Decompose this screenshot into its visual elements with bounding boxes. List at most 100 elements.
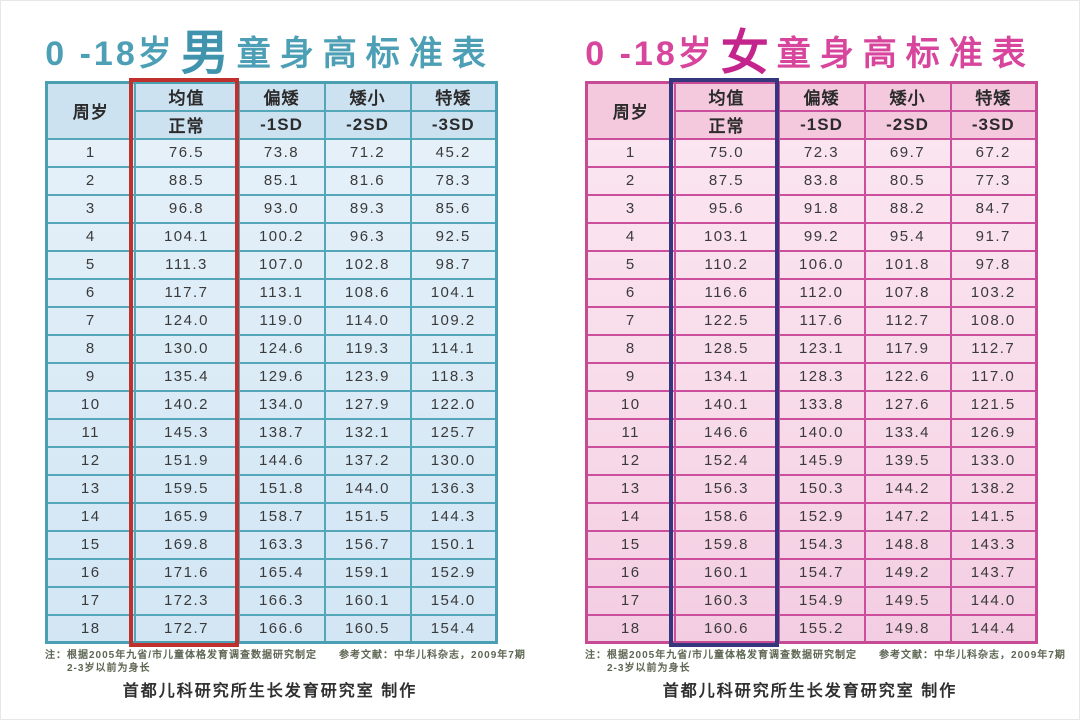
cell-minus1sd: 113.1 (237, 277, 326, 308)
cell-minus3sd: 97.8 (949, 249, 1038, 280)
header-sd3-sub: -3SD (409, 109, 498, 140)
cell-minus3sd: 67.2 (949, 137, 1038, 168)
cell-minus2sd: 156.7 (323, 529, 412, 560)
cell-minus1sd: 83.8 (777, 165, 866, 196)
cell-minus2sd: 88.2 (863, 193, 952, 224)
table-row: 10 140.2 134.0 127.9 122.0 (45, 389, 498, 420)
cell-minus3sd: 143.7 (949, 557, 1038, 588)
table-row: 18 172.7 166.6 160.5 154.4 (45, 613, 498, 644)
cell-minus1sd: 85.1 (237, 165, 326, 196)
cell-minus2sd: 127.9 (323, 389, 412, 420)
cell-mean: 135.4 (133, 361, 240, 392)
girls-height-table: 周岁 均值 偏矮 矮小 特矮 正常 -1SD -2SD -3SD (585, 81, 1038, 644)
cell-minus2sd: 119.3 (323, 333, 412, 364)
cell-mean: 158.6 (673, 501, 780, 532)
cell-minus2sd: 80.5 (863, 165, 952, 196)
cell-minus1sd: 140.0 (777, 417, 866, 448)
cell-minus1sd: 112.0 (777, 277, 866, 308)
cell-minus2sd: 159.1 (323, 557, 412, 588)
boys-credit: 首都儿科研究所生长发育研究室 制作 (122, 683, 418, 700)
table-row: 2 88.5 85.1 81.6 78.3 (45, 165, 498, 196)
cell-age: 12 (585, 445, 676, 476)
cell-minus2sd: 122.6 (863, 361, 952, 392)
table-row: 6 116.6 112.0 107.8 103.2 (585, 277, 1038, 308)
table-row: 12 151.9 144.6 137.2 130.0 (45, 445, 498, 476)
cell-minus2sd: 101.8 (863, 249, 952, 280)
cell-age: 4 (585, 221, 676, 252)
cell-minus2sd: 147.2 (863, 501, 952, 532)
table-row: 1 75.0 72.3 69.7 67.2 (585, 137, 1038, 168)
cell-mean: 172.7 (133, 613, 240, 644)
table-row: 5 111.3 107.0 102.8 98.7 (45, 249, 498, 280)
cell-minus3sd: 114.1 (409, 333, 498, 364)
cell-mean: 87.5 (673, 165, 780, 196)
cell-mean: 111.3 (133, 249, 240, 280)
cell-minus2sd: 149.5 (863, 585, 952, 616)
cell-age: 17 (45, 585, 136, 616)
cell-minus3sd: 117.0 (949, 361, 1038, 392)
cell-minus1sd: 144.6 (237, 445, 326, 476)
cell-minus1sd: 155.2 (777, 613, 866, 644)
cell-minus2sd: 123.9 (323, 361, 412, 392)
cell-minus3sd: 122.0 (409, 389, 498, 420)
boys-table-header: 周岁 均值 偏矮 矮小 特矮 正常 -1SD -2SD -3SD (45, 81, 498, 140)
cell-age: 8 (45, 333, 136, 364)
table-row: 2 87.5 83.8 80.5 77.3 (585, 165, 1038, 196)
cell-age: 10 (585, 389, 676, 420)
cell-mean: 76.5 (133, 137, 240, 168)
cell-minus3sd: 126.9 (949, 417, 1038, 448)
cell-mean: 96.8 (133, 193, 240, 224)
table-row: 7 124.0 119.0 114.0 109.2 (45, 305, 498, 336)
cell-mean: 75.0 (673, 137, 780, 168)
cell-minus2sd: 102.8 (323, 249, 412, 280)
cell-age: 14 (45, 501, 136, 532)
boys-panel: 0 -18岁 男 童身高标准表 周岁 均值 偏矮 矮小 特矮 (45, 19, 525, 719)
girls-title: 0 -18岁 女 童身高标准表 (585, 19, 1035, 81)
cell-age: 10 (45, 389, 136, 420)
cell-mean: 140.2 (133, 389, 240, 420)
cell-age: 13 (45, 473, 136, 504)
header-mean: 均值 (133, 81, 240, 112)
cell-minus1sd: 158.7 (237, 501, 326, 532)
cell-mean: 160.1 (673, 557, 780, 588)
table-row: 11 146.6 140.0 133.4 126.9 (585, 417, 1038, 448)
table-row: 7 122.5 117.6 112.7 108.0 (585, 305, 1038, 336)
cell-mean: 134.1 (673, 361, 780, 392)
cell-minus3sd: 45.2 (409, 137, 498, 168)
cell-minus2sd: 144.2 (863, 473, 952, 504)
table-row: 14 158.6 152.9 147.2 141.5 (585, 501, 1038, 532)
cell-minus3sd: 92.5 (409, 221, 498, 252)
cell-minus3sd: 143.3 (949, 529, 1038, 560)
header-sd3: 特矮 (949, 81, 1038, 112)
cell-minus2sd: 160.5 (323, 613, 412, 644)
cell-minus1sd: 145.9 (777, 445, 866, 476)
cell-mean: 128.5 (673, 333, 780, 364)
cell-minus3sd: 125.7 (409, 417, 498, 448)
cell-mean: 104.1 (133, 221, 240, 252)
cell-minus1sd: 163.3 (237, 529, 326, 560)
header-sd2: 矮小 (323, 81, 412, 112)
table-row: 4 103.1 99.2 95.4 91.7 (585, 221, 1038, 252)
girls-title-suffix: 童身高标准表 (776, 34, 1035, 73)
cell-age: 8 (585, 333, 676, 364)
footnote-line2: 2-3岁以前为身长 (607, 663, 691, 674)
header-sd3: 特矮 (409, 81, 498, 112)
cell-minus1sd: 154.7 (777, 557, 866, 588)
cell-minus2sd: 108.6 (323, 277, 412, 308)
table-row: 1 76.5 73.8 71.2 45.2 (45, 137, 498, 168)
cell-minus1sd: 124.6 (237, 333, 326, 364)
girls-table-header: 周岁 均值 偏矮 矮小 特矮 正常 -1SD -2SD -3SD (585, 81, 1038, 140)
cell-mean: 159.8 (673, 529, 780, 560)
table-row: 3 96.8 93.0 89.3 85.6 (45, 193, 498, 224)
cell-minus1sd: 99.2 (777, 221, 866, 252)
cell-age: 11 (585, 417, 676, 448)
cell-minus3sd: 112.7 (949, 333, 1038, 364)
cell-age: 12 (45, 445, 136, 476)
cell-minus3sd: 109.2 (409, 305, 498, 336)
cell-minus1sd: 72.3 (777, 137, 866, 168)
footnote-line1: 注：根据2005年九省/市儿童体格发育调查数据研究制定 参考文献：中华儿科杂志，… (45, 650, 526, 661)
cell-minus1sd: 128.3 (777, 361, 866, 392)
cell-mean: 122.5 (673, 305, 780, 336)
cell-minus3sd: 152.9 (409, 557, 498, 588)
